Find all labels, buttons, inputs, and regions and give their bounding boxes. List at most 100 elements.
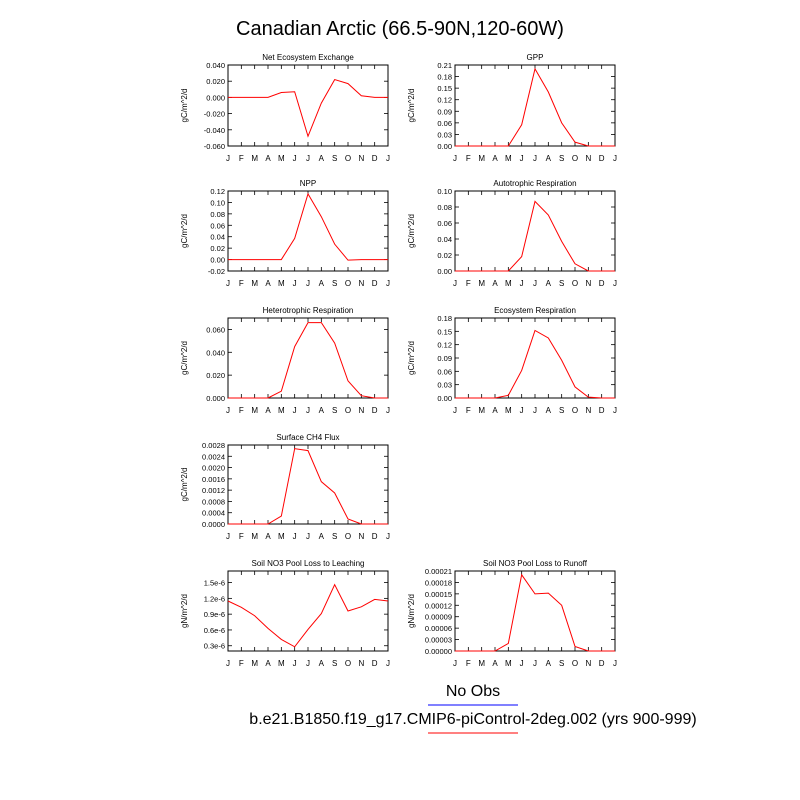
x-tick-label: J [613,279,617,288]
panel-title: Ecosystem Respiration [494,306,576,315]
x-tick-label: M [251,279,258,288]
x-tick-label: A [492,279,498,288]
y-tick-label: 0.08 [210,210,225,219]
x-tick-label: A [265,659,271,668]
x-tick-label: A [546,659,552,668]
x-tick-label: M [251,406,258,415]
x-tick-label: O [345,154,351,163]
y-tick-label: 0.00 [437,267,452,276]
x-tick-label: N [585,279,591,288]
x-tick-label: F [466,279,471,288]
y-tick-label: 0.020 [206,371,225,380]
series-line [228,322,388,399]
panel-title: GPP [527,53,544,62]
x-tick-label: J [226,659,230,668]
x-tick-label: J [453,406,457,415]
x-tick-label: F [466,406,471,415]
x-tick-label: A [265,279,271,288]
y-tick-label: 0.0024 [202,452,225,461]
x-tick-label: A [546,154,552,163]
y-tick-label: 0.03 [437,130,452,139]
y-tick-label: 0.040 [206,61,225,70]
x-tick-label: J [306,154,310,163]
x-tick-label: N [585,406,591,415]
panel-title: NPP [300,179,316,188]
series-line [455,200,615,272]
y-tick-label: 0.10 [210,198,225,207]
y-tick-label: 0.09 [437,354,452,363]
plot-frame [454,570,616,652]
x-tick-label: J [293,279,297,288]
x-tick-label: J [613,406,617,415]
x-tick-label: N [358,406,364,415]
y-tick-label: 0.0020 [202,464,225,473]
y-axis-label: gC/m^2/d [407,214,416,248]
y-tick-label: 0.00 [437,142,452,151]
x-tick-label: F [239,659,244,668]
y-tick-label: 0.02 [210,244,225,253]
x-tick-label: J [293,532,297,541]
x-tick-label: J [613,659,617,668]
x-tick-label: D [372,154,378,163]
plot-frame [227,444,389,525]
panel-title: Autotrophic Respiration [493,179,576,188]
x-tick-label: J [386,406,390,415]
series-line [228,192,388,261]
x-tick-label: N [358,279,364,288]
legend: No Obs b.e21.B1850.f19_g17.CMIP6-piContr… [249,683,697,734]
y-axis-label: gC/m^2/d [180,341,189,375]
panel-title: Surface CH4 Flux [276,433,339,442]
y-tick-label: 0.00009 [425,613,452,622]
x-tick-label: D [599,154,605,163]
x-tick-label: A [319,154,325,163]
x-tick-label: J [520,279,524,288]
y-axis-label: gC/m^2/d [180,89,189,123]
x-tick-label: D [599,659,605,668]
x-tick-label: F [239,279,244,288]
x-tick-label: A [492,406,498,415]
x-tick-label: O [345,406,351,415]
panel-title: Soil NO3 Pool Loss to Leaching [252,559,365,568]
plot-frame [227,570,389,652]
x-tick-label: J [306,659,310,668]
y-tick-label: 0.06 [437,119,452,128]
x-tick-label: S [332,279,337,288]
x-tick-label: D [372,279,378,288]
x-tick-label: M [278,532,285,541]
x-tick-label: J [306,279,310,288]
y-tick-label: 0.00 [210,256,225,265]
y-tick-label: 0.3e-6 [204,642,225,651]
y-tick-label: 0.020 [206,77,225,86]
x-tick-label: S [332,406,337,415]
x-tick-label: A [492,154,498,163]
x-tick-label: D [372,406,378,415]
y-tick-label: 0.00018 [425,578,452,587]
y-axis-label: gN/m^2/d [180,594,189,628]
x-tick-label: S [332,532,337,541]
y-tick-label: 1.2e-6 [204,594,225,603]
x-tick-label: A [265,406,271,415]
legend-model-label: b.e21.B1850.f19_g17.CMIP6-piControl-2deg… [249,711,696,728]
x-tick-label: J [226,279,230,288]
y-tick-label: 0.040 [206,348,225,357]
y-tick-label: 1.5e-6 [204,579,225,588]
x-tick-label: M [278,279,285,288]
legend-obs-label: No Obs [446,683,500,700]
x-tick-label: F [466,154,471,163]
x-tick-label: J [386,659,390,668]
y-axis-label: gN/m^2/d [407,594,416,628]
x-tick-label: S [559,406,564,415]
x-tick-label: J [453,659,457,668]
y-tick-label: -0.02 [208,267,225,276]
x-tick-label: N [358,532,364,541]
plot-frame [227,64,389,147]
x-tick-label: A [492,659,498,668]
x-tick-label: F [239,532,244,541]
panel-title: Soil NO3 Pool Loss to Runoff [483,559,588,568]
